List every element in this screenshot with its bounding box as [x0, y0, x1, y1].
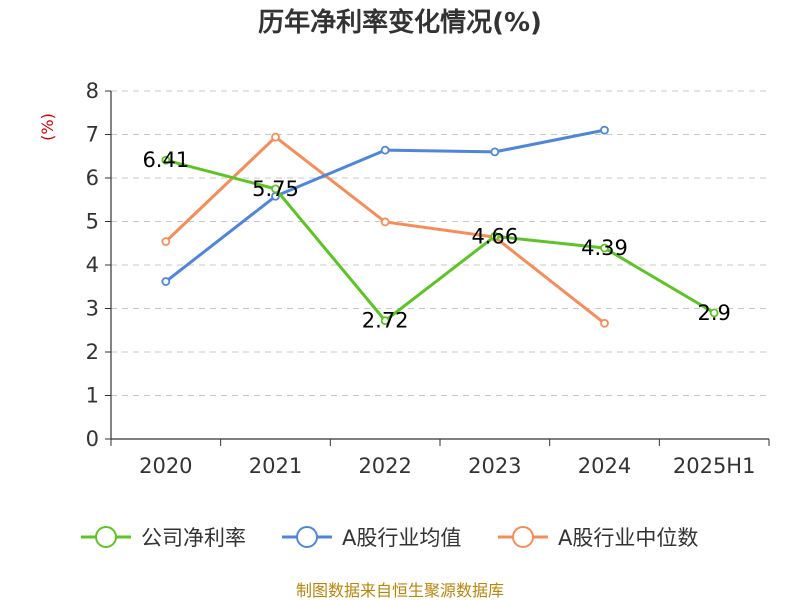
legend-marker-2: [512, 526, 534, 548]
series-2-point-2020: [161, 237, 171, 246]
series-0-point-2024: [600, 243, 609, 253]
chart-title: 历年净利率变化情况(%): [258, 7, 542, 38]
grid-lines: [111, 90, 769, 396]
series-1-point-2023: [490, 147, 500, 157]
series-0-point-2020: [161, 155, 171, 165]
series-0-point-2025H1: [709, 308, 719, 318]
y-tick-label-2: 2: [86, 340, 99, 364]
y-tick-label-3: 3: [86, 297, 99, 321]
source-note: 制图数据来自恒生聚源数据库: [296, 581, 504, 600]
series-2-point-2021: [271, 132, 280, 142]
data-label-2025H1: 2.9: [697, 301, 730, 325]
axes: 0 1 2 3 4 5 6 7 8 2020 2021 2022 2023 2024 2025H1: [86, 79, 770, 478]
y-tick-label-5: 5: [86, 210, 99, 234]
data-label-2021: 5.75: [252, 177, 299, 201]
x-tick-label-2021: 2021: [249, 454, 302, 478]
data-label-2022: 2.72: [362, 309, 409, 333]
legend-label-2: A股行业中位数: [558, 526, 698, 550]
y-tick-label-1: 1: [86, 384, 99, 408]
legend[interactable]: 公司净利率 A股行业均值 A股行业中位数: [81, 526, 698, 550]
y-axis-label: (%): [38, 113, 57, 141]
legend-marker-1: [296, 526, 318, 548]
series-2-point-2024: [600, 318, 609, 328]
y-tick-label-4: 4: [86, 253, 99, 277]
y-tick-label-8: 8: [86, 79, 99, 103]
series-1-point-2020: [161, 277, 171, 286]
x-tick-label-2024: 2024: [578, 454, 631, 478]
series-0-point-2021: [271, 184, 280, 194]
x-tick-label-2025H1: 2025H1: [673, 454, 756, 478]
series-line-0: [165, 158, 715, 323]
legend-marker-0: [95, 526, 117, 548]
x-tick-label-2023: 2023: [468, 454, 521, 478]
data-labels: 6.41 5.75 2.72 4.66 4.39 2.9: [142, 148, 730, 333]
data-label-2023: 4.66: [471, 224, 518, 248]
legend-label-0: 公司净利率: [141, 526, 246, 550]
series-2-point-2022: [380, 217, 390, 227]
series-1-point-2024: [600, 125, 609, 135]
y-tick-label-6: 6: [86, 166, 99, 190]
x-tick-label-2020: 2020: [139, 454, 192, 478]
y-tick-label-0: 0: [86, 427, 99, 451]
series-lines: [161, 125, 719, 328]
series-0-point-2022: [380, 316, 390, 326]
data-label-2020: 6.41: [142, 148, 189, 172]
series-1-point-2022: [380, 145, 390, 155]
y-tick-label-7: 7: [86, 123, 99, 147]
x-tick-label-2022: 2022: [358, 454, 411, 478]
data-label-2024: 4.39: [581, 236, 628, 260]
legend-label-1: A股行业均值: [342, 526, 461, 550]
series-0-point-2023: [490, 231, 500, 241]
